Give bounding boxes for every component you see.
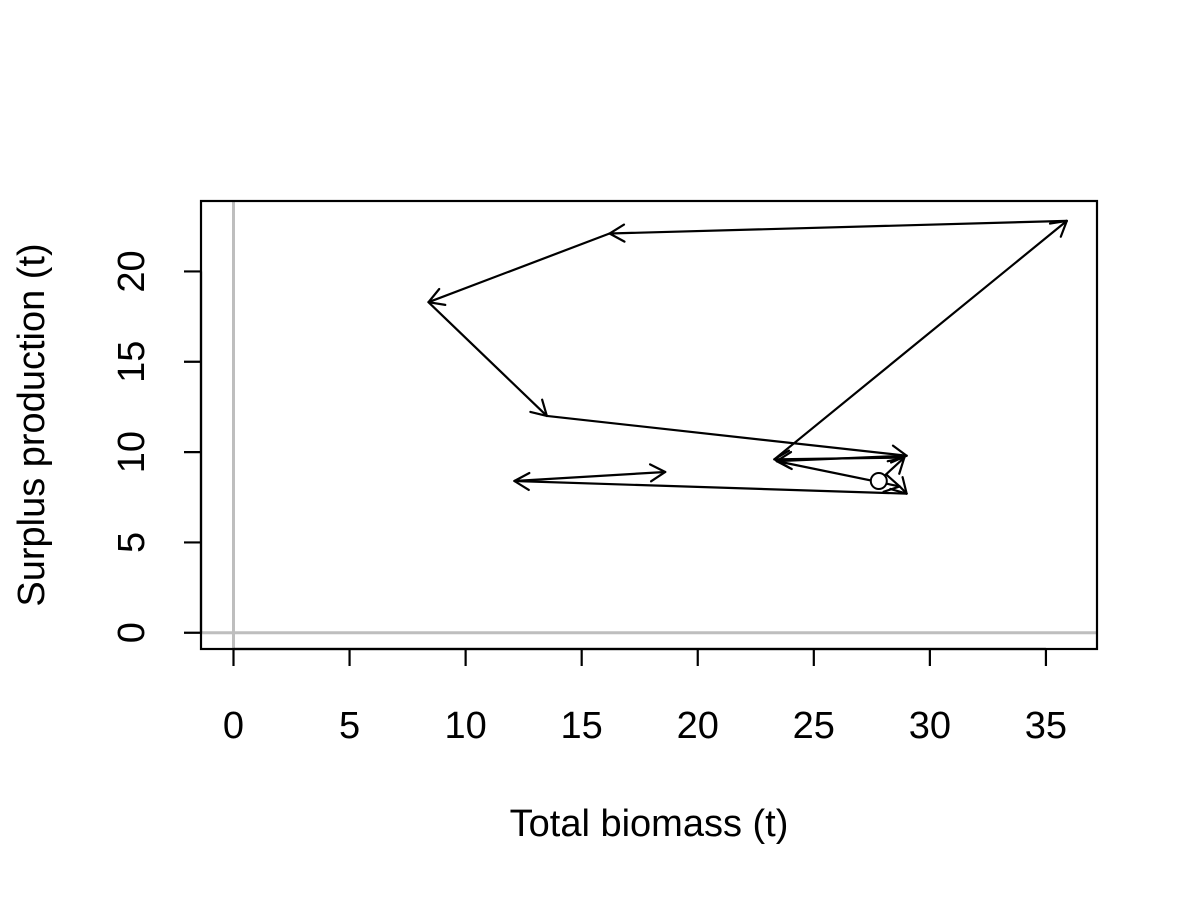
trajectory-segment (775, 454, 908, 463)
trajectory-segment (513, 479, 908, 495)
start-point-marker (869, 472, 888, 490)
trajectory-segment (773, 219, 1068, 461)
trajectory-segment (427, 301, 548, 418)
y-tick-label: 0 (111, 622, 153, 643)
y-tick-label: 15 (111, 341, 153, 383)
y-tick-label: 5 (111, 532, 153, 553)
y-axis-title: Surplus production (t) (11, 243, 53, 606)
y-tick-label: 20 (111, 250, 153, 292)
trajectory-segment (608, 219, 1068, 235)
plot-frame (199, 199, 1099, 651)
trajectory-segment (513, 470, 667, 483)
trajectory-segment (427, 232, 611, 304)
trajectory-arrowhead (648, 463, 667, 483)
trajectory-segment (545, 414, 908, 457)
x-tick-label: 20 (677, 705, 719, 747)
x-tick-label: 0 (223, 705, 244, 747)
x-tick-label: 5 (339, 705, 360, 747)
x-tick-label: 30 (909, 705, 951, 747)
x-tick-label: 35 (1025, 705, 1067, 747)
y-tick-label: 10 (111, 431, 153, 473)
x-tick-label: 10 (444, 705, 486, 747)
x-axis-title: Total biomass (t) (510, 803, 789, 845)
x-tick-label: 25 (793, 705, 835, 747)
x-tick-label: 15 (561, 705, 603, 747)
